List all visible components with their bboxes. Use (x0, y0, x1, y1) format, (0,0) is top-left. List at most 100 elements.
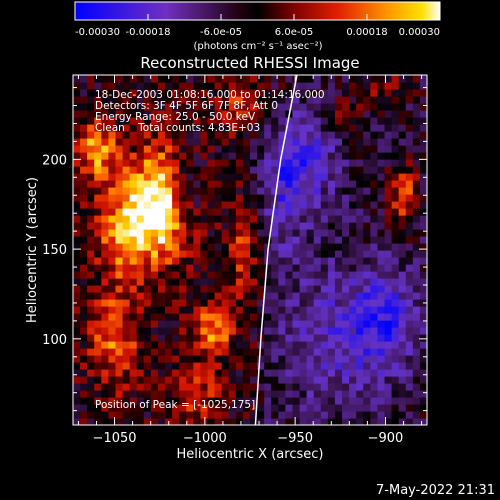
heatmap-cell (150, 159, 159, 167)
heatmap-cell (250, 236, 258, 244)
heatmap-cell (313, 117, 322, 125)
heatmap-cell (228, 271, 237, 279)
heatmap-cell (94, 138, 102, 146)
heatmap-cell (306, 117, 315, 125)
heatmap-cell (242, 320, 251, 328)
heatmap-cell (228, 376, 237, 384)
heatmap-cell (419, 159, 427, 167)
heatmap-cell (228, 173, 237, 181)
heatmap-cell (235, 208, 244, 216)
heatmap-cell (207, 215, 216, 223)
heatmap-cell (398, 404, 407, 412)
heatmap-cell (242, 341, 251, 349)
heatmap-cell (264, 390, 272, 398)
heatmap-cell (391, 376, 400, 384)
heatmap-cell (257, 103, 265, 111)
heatmap-cell (292, 306, 301, 314)
heatmap-cell (87, 383, 95, 391)
heatmap-cell (299, 306, 308, 314)
heatmap-cell (342, 222, 350, 230)
heatmap-cell (172, 166, 180, 174)
heatmap-cell (405, 124, 414, 132)
heatmap-cell (278, 208, 286, 216)
heatmap-cell (200, 397, 209, 405)
heatmap-cell (370, 208, 379, 216)
heatmap-cell (115, 299, 124, 307)
heatmap-cell (101, 243, 109, 251)
heatmap-cell (313, 369, 322, 377)
heatmap-cell (278, 355, 286, 363)
heatmap-cell (292, 173, 301, 181)
heatmap-cell (356, 215, 364, 223)
heatmap-cell (405, 299, 414, 307)
heatmap-cell (370, 320, 379, 328)
heatmap-cell (299, 313, 308, 321)
heatmap-cell (384, 152, 393, 160)
heatmap-cell (250, 271, 258, 279)
heatmap-cell (405, 180, 414, 188)
heatmap-cell (94, 89, 102, 97)
heatmap-cell (87, 320, 95, 328)
heatmap-cell (172, 250, 180, 258)
heatmap-cell (363, 201, 371, 209)
heatmap-cell (257, 320, 265, 328)
heatmap-cell (235, 194, 244, 202)
heatmap-cell (412, 327, 421, 335)
heatmap-cell (370, 411, 379, 419)
heatmap-cell (334, 208, 343, 216)
heatmap-cell (391, 404, 400, 412)
heatmap-cell (285, 397, 294, 405)
heatmap-cell (405, 271, 414, 279)
heatmap-cell (150, 131, 159, 139)
heatmap-cell (363, 411, 371, 419)
heatmap-cell (193, 201, 202, 209)
heatmap-cell (136, 250, 145, 258)
heatmap-cell (419, 201, 427, 209)
heatmap-cell (412, 362, 421, 370)
heatmap-cell (108, 341, 117, 349)
heatmap-cell (242, 75, 251, 83)
heatmap-cell (73, 117, 81, 125)
heatmap-cell (349, 131, 357, 139)
heatmap-cell (214, 285, 223, 293)
heatmap-cell (115, 369, 124, 377)
heatmap-cell (412, 411, 421, 419)
heatmap-cell (186, 299, 194, 307)
heatmap-cell (94, 257, 102, 265)
heatmap-cell (143, 313, 152, 321)
heatmap-cell (73, 285, 81, 293)
heatmap-cell (179, 166, 187, 174)
heatmap-cell (108, 369, 117, 377)
heatmap-cell (419, 208, 427, 216)
heatmap-cell (384, 145, 393, 153)
heatmap-cell (207, 418, 216, 425)
heatmap-cell (327, 390, 336, 398)
heatmap-cell (356, 264, 364, 272)
heatmap-cell (306, 327, 315, 335)
heatmap-cell (108, 299, 117, 307)
heatmap-cell (129, 138, 138, 146)
heatmap-cell (129, 166, 138, 174)
heatmap-cell (349, 376, 357, 384)
heatmap-cell (320, 243, 329, 251)
heatmap-cell (186, 194, 194, 202)
heatmap-cell (214, 236, 223, 244)
heatmap-cell (271, 152, 279, 160)
heatmap-cell (313, 173, 322, 181)
heatmap-cell (412, 124, 421, 132)
heatmap-cell (384, 82, 393, 90)
heatmap-cell (327, 334, 336, 342)
heatmap-cell (200, 82, 209, 90)
heatmap-cell (228, 390, 237, 398)
heatmap-cell (419, 96, 427, 104)
heatmap-cell (264, 145, 272, 153)
heatmap-cell (391, 355, 400, 363)
heatmap-cell (200, 390, 209, 398)
heatmap-cell (228, 117, 237, 125)
heatmap-cell (419, 89, 427, 97)
heatmap-cell (129, 306, 138, 314)
heatmap-cell (165, 355, 173, 363)
heatmap-cell (292, 285, 301, 293)
heatmap-cell (327, 348, 336, 356)
heatmap-cell (377, 229, 386, 237)
